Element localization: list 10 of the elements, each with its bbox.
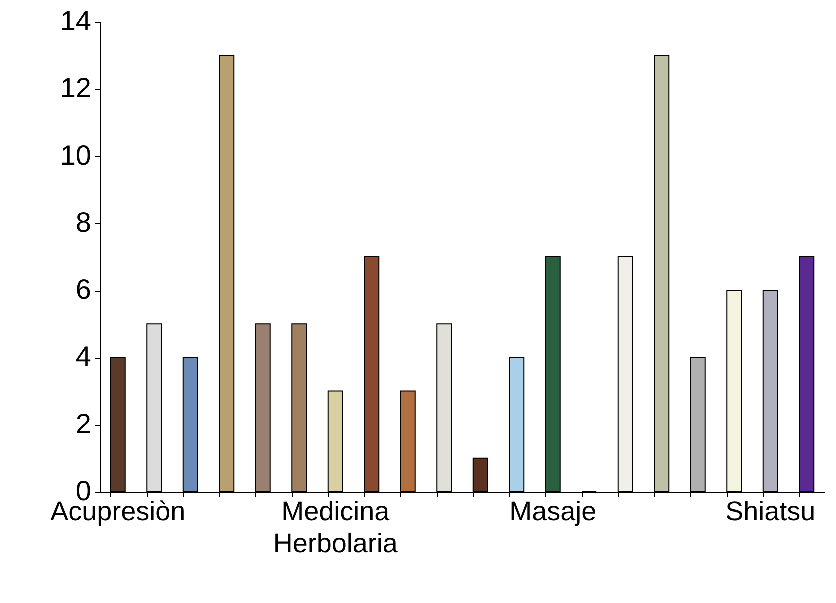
y-tick-label: 4 [76,341,92,372]
y-tick-label: 8 [76,206,92,238]
y-tick-label: 6 [76,274,92,306]
y-tick-label: 10 [60,140,92,171]
y-tick-label: 12 [60,72,92,104]
y-tick-label: 2 [76,408,92,440]
x-tick-label: Shiatsu [726,496,816,526]
y-tick-label: 14 [60,6,92,36]
x-tick-label: Masaje [510,496,597,526]
x-tick-label: Medicina Herbolaria [273,496,399,558]
